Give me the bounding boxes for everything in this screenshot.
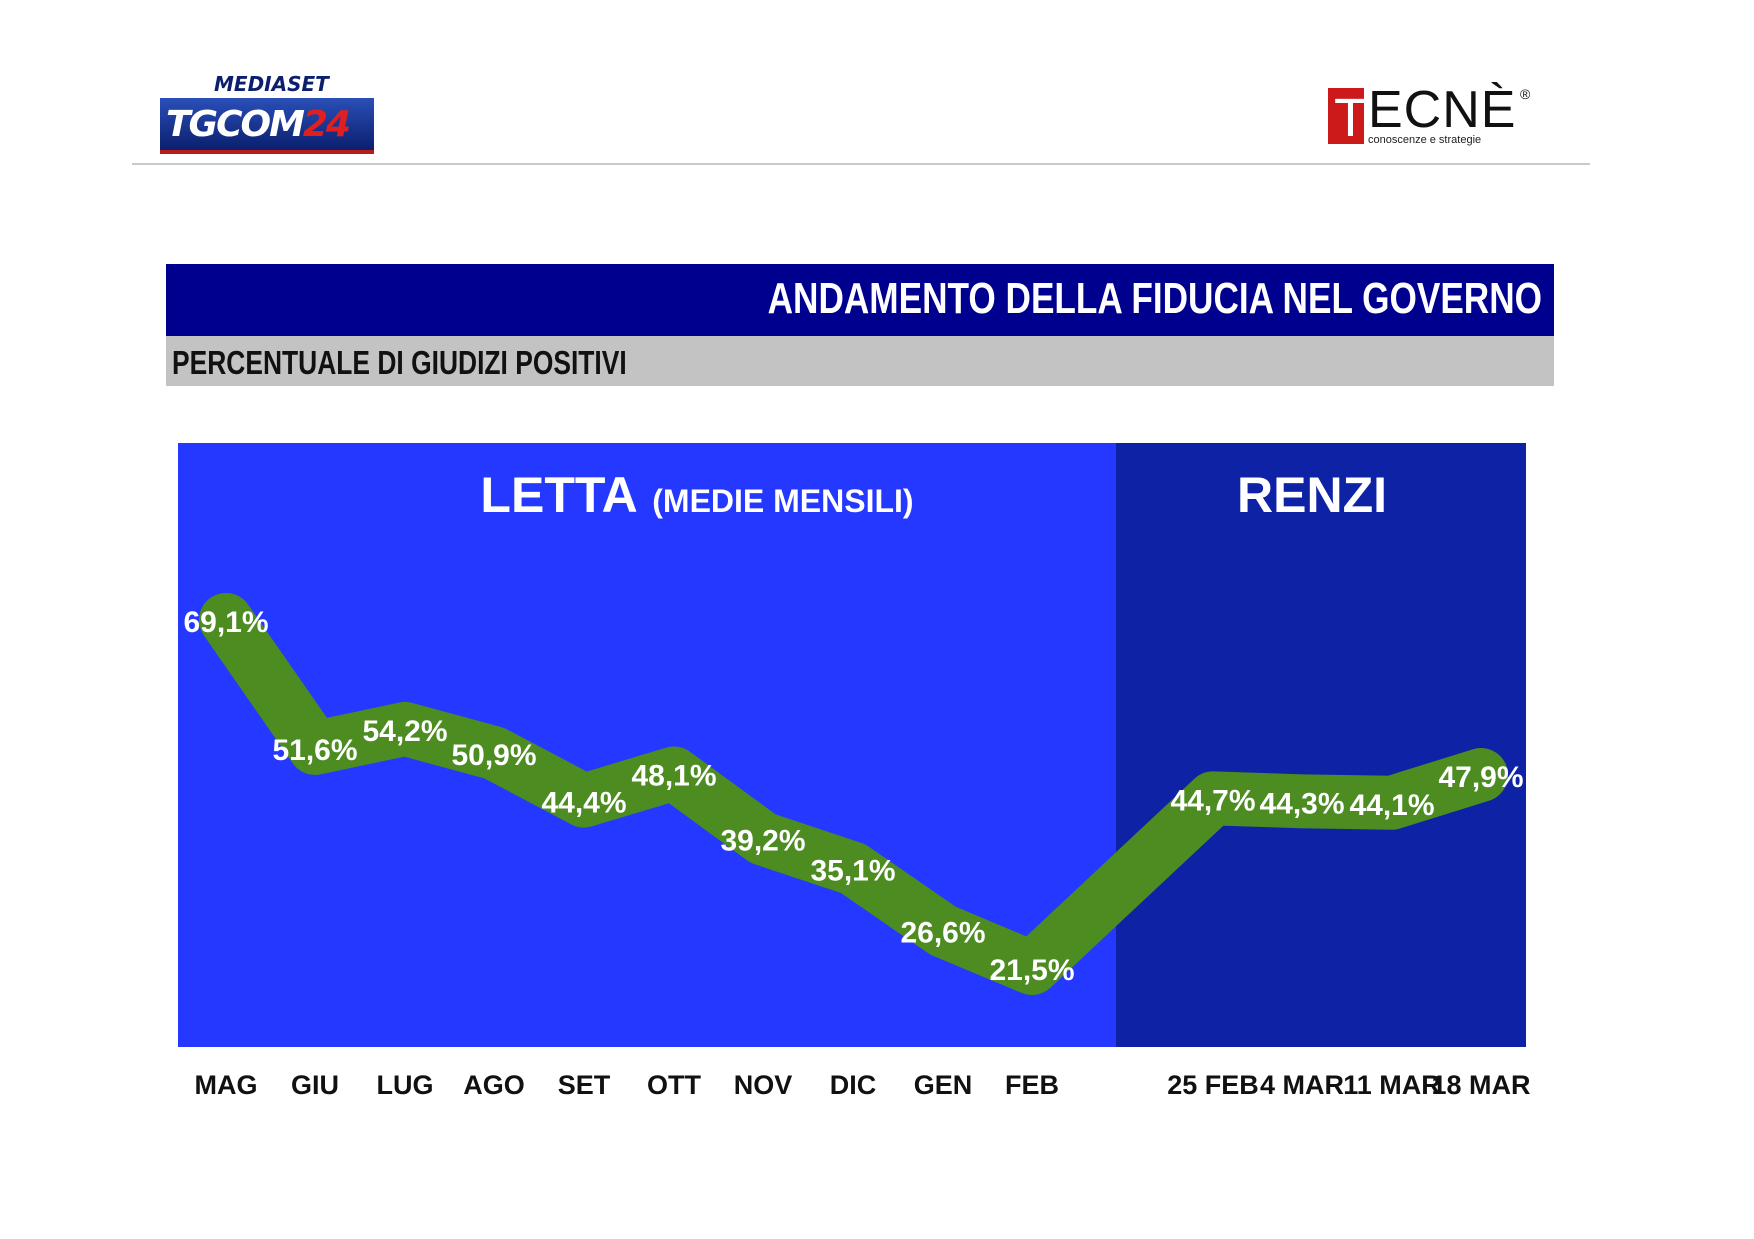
- data-point-10: [1212, 797, 1214, 800]
- page-subtitle: PERCENTUALE DI GIUDIZI POSITIVI: [172, 344, 627, 381]
- tecne-tagline: conoscenze e strategie: [1368, 134, 1482, 146]
- trust-line: [199, 593, 1508, 995]
- data-label-4: 44,4%: [541, 787, 626, 820]
- data-point-1: [314, 746, 316, 749]
- data-label-13: 47,9%: [1438, 761, 1523, 794]
- subtitle-bar: PERCENTUALE DI GIUDIZI POSITIVI: [166, 336, 1554, 386]
- x-tick-7: DIC: [830, 1070, 877, 1100]
- data-point-8: [942, 929, 944, 932]
- mediaset-label: MEDIASET: [214, 72, 329, 96]
- data-point-6: [762, 837, 764, 840]
- x-tick-6: NOV: [734, 1070, 793, 1100]
- x-tick-1: GIU: [291, 1070, 339, 1100]
- data-label-6: 39,2%: [720, 825, 805, 858]
- tgcom24-com: COM: [216, 104, 305, 145]
- trust-series: [199, 593, 1508, 995]
- tgcom24-num: 24: [302, 104, 351, 145]
- data-point-3: [493, 752, 495, 755]
- tecne-red-square: T: [1328, 88, 1367, 148]
- data-label-7: 35,1%: [810, 855, 895, 888]
- tgcom24-box: TGCOM24: [160, 98, 374, 154]
- data-point-2: [404, 727, 406, 730]
- x-tick-2: LUG: [377, 1070, 434, 1100]
- data-label-12: 44,1%: [1349, 789, 1434, 822]
- x-tick-12: 11 MAR: [1343, 1070, 1441, 1100]
- tgcom24-tg: TG: [166, 104, 218, 145]
- data-point-13: [1480, 773, 1482, 776]
- data-point-12: [1391, 801, 1393, 804]
- tgcom24-wordmark: TGCOM24: [166, 104, 351, 145]
- data-label-2: 54,2%: [362, 715, 447, 748]
- x-tick-3: AGO: [463, 1070, 525, 1100]
- panel-letta-name: LETTA: [480, 467, 637, 523]
- data-label-9: 21,5%: [989, 954, 1074, 987]
- page-title: ANDAMENTO DELLA FIDUCIA NEL GOVERNO: [767, 274, 1542, 323]
- data-labels: 69,1% 51,6%54,2%50,9%44,4%48,1%39,2%35,1%…: [183, 606, 1523, 987]
- data-label-0: 69,1%: [183, 606, 268, 639]
- data-label-11: 44,3%: [1259, 787, 1344, 820]
- x-tick-11: 4 MAR: [1260, 1070, 1344, 1100]
- data-label-10: 44,7%: [1170, 784, 1255, 817]
- header-divider: [132, 163, 1590, 165]
- data-label-5: 48,1%: [631, 760, 716, 793]
- tgcom24-logo: MEDIASET TGCOM24: [160, 72, 378, 154]
- data-label-1: 51,6%: [272, 734, 357, 767]
- data-label-3: 50,9%: [451, 739, 536, 772]
- x-tick-4: SET: [558, 1070, 611, 1100]
- panel-letta-note: (MEDIE MENSILI): [652, 483, 913, 519]
- data-point-11: [1301, 800, 1303, 803]
- x-tick-0: MAG: [195, 1070, 258, 1100]
- tecne-t: T: [1334, 88, 1367, 148]
- data-point-4: [583, 799, 585, 802]
- x-tick-labels: MAG GIU LUG AGO SET OTT NOV DIC GEN FEB 25 FEB 4 MA…: [195, 1070, 1531, 1100]
- x-tick-8: GEN: [914, 1070, 973, 1100]
- tecne-logo: T ECNÈ ® conoscenze e strategie: [1328, 81, 1531, 148]
- x-tick-10: 25 FEB: [1167, 1070, 1259, 1100]
- panel-renzi-title: RENZI: [1237, 467, 1387, 523]
- data-point-7: [852, 867, 854, 870]
- data-point-9: [1031, 967, 1033, 969]
- panel-letta-title: LETTA (MEDIE MENSILI): [480, 467, 913, 523]
- data-point-5: [673, 772, 675, 775]
- x-tick-5: OTT: [647, 1070, 701, 1100]
- data-point-0: [225, 619, 227, 621]
- panel-renzi: [1116, 443, 1526, 1047]
- tecne-wordmark: ECNÈ: [1368, 81, 1517, 139]
- registered-mark: ®: [1520, 86, 1531, 102]
- x-tick-13: 18 MAR: [1431, 1070, 1530, 1100]
- x-tick-9: FEB: [1005, 1070, 1059, 1100]
- title-bar: ANDAMENTO DELLA FIDUCIA NEL GOVERNO: [166, 264, 1554, 336]
- data-label-8: 26,6%: [900, 917, 985, 950]
